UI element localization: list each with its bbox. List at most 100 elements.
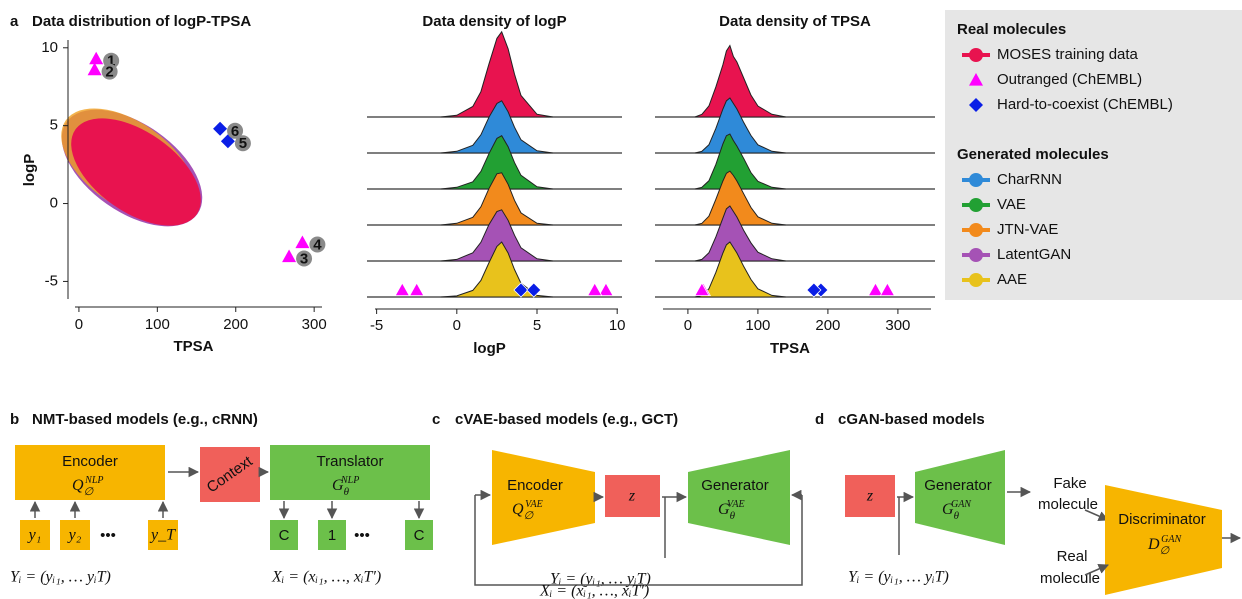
point-marker xyxy=(598,282,614,297)
legend-entry: AAE xyxy=(997,271,1027,288)
legend-entry: MOSES training data xyxy=(997,46,1139,63)
discriminator-trapezoid xyxy=(1105,485,1222,595)
symbol-sub: ∅ xyxy=(84,486,94,498)
point-label: 3 xyxy=(300,250,308,267)
density-ridge xyxy=(694,133,786,190)
box-label: Generator xyxy=(701,477,769,494)
point-marker xyxy=(513,282,529,298)
point-marker xyxy=(282,249,297,263)
symbol-sub: ∅ xyxy=(524,510,534,522)
point-marker xyxy=(409,282,425,297)
symbol-sup: NLP xyxy=(84,475,103,486)
legend-title: Generated molecules xyxy=(957,146,1109,163)
symbol-sub: ∅ xyxy=(1160,545,1170,557)
point-marker xyxy=(694,282,710,297)
y-tick-label: 5 xyxy=(50,117,58,134)
output-token xyxy=(405,520,433,550)
point-label-badge xyxy=(227,122,244,139)
symbol-base: Q xyxy=(512,501,524,518)
generator-trapezoid xyxy=(688,450,790,545)
token-label: y_T xyxy=(149,527,176,544)
x-tick-label: 0 xyxy=(453,317,461,334)
legend-dot xyxy=(969,223,983,237)
point-marker xyxy=(394,282,410,297)
symbol-sup: VAE xyxy=(727,499,745,510)
panel-label: b xyxy=(10,411,19,428)
math-symbol: D∅GAN xyxy=(1147,534,1182,557)
point-marker xyxy=(879,282,896,297)
input-token xyxy=(20,520,50,550)
point-marker xyxy=(969,98,983,112)
point-marker xyxy=(89,51,104,65)
panel-title: cVAE-based models (e.g., GCT) xyxy=(455,411,678,428)
token-label: 1 xyxy=(328,527,336,544)
chart-title: Data distribution of logP-TPSA xyxy=(32,13,251,30)
symbol-base: Q xyxy=(72,477,84,494)
node-label: molecule xyxy=(1038,496,1098,513)
density-ridge xyxy=(694,97,786,154)
y-tick-label: 10 xyxy=(41,39,58,56)
box-label: Encoder xyxy=(507,477,563,494)
legend-entry: JTN-VAE xyxy=(997,221,1058,238)
legend-entry: Outranged (ChEMBL) xyxy=(997,71,1142,88)
y-tick-label: 0 xyxy=(50,195,58,212)
box-label: Translator xyxy=(317,453,384,470)
point-marker xyxy=(295,235,310,249)
symbol-sup: VAE xyxy=(525,499,543,510)
symbol-sup: NLP xyxy=(340,475,359,486)
input-token xyxy=(148,520,178,550)
x-tick-label: 300 xyxy=(302,316,327,333)
chart-title: Data density of logP xyxy=(422,13,566,30)
point-label-badge xyxy=(296,250,313,267)
encoder-trapezoid xyxy=(492,450,595,545)
density-ridge xyxy=(440,30,554,118)
x-tick-label: 0 xyxy=(684,317,692,334)
point-label: 1 xyxy=(107,53,115,70)
symbol-base: G xyxy=(718,501,730,518)
math-symbol: GθGAN xyxy=(942,499,972,522)
arrow xyxy=(1084,563,1109,576)
density-ridge xyxy=(694,170,786,226)
legend-entry: LatentGAN xyxy=(997,246,1071,263)
x-tick-label: 100 xyxy=(145,316,170,333)
y-axis-label: logP xyxy=(21,154,38,187)
panel-title: cGAN-based models xyxy=(838,411,985,428)
point-marker xyxy=(587,282,603,297)
x-tick-label: 5 xyxy=(533,317,541,334)
encoder-box xyxy=(15,445,165,500)
panel-label: d xyxy=(815,411,824,428)
legend-entry: Hard-to-coexist (ChEMBL) xyxy=(997,96,1173,113)
panel-title: NMT-based models (e.g., cRNN) xyxy=(32,411,258,428)
point-label-badge xyxy=(309,236,326,253)
density-ridge xyxy=(440,209,554,262)
x-tick-label: 300 xyxy=(885,317,910,334)
token-label: y₂ xyxy=(67,527,82,544)
legend-entry: VAE xyxy=(997,196,1026,213)
feedback-loop xyxy=(474,495,803,586)
context-box xyxy=(200,447,260,502)
box-label: Encoder xyxy=(62,453,118,470)
panel-label: c xyxy=(432,411,440,428)
x-tick-label: 200 xyxy=(815,317,840,334)
node-label: Real xyxy=(1057,548,1088,565)
density-ridge xyxy=(440,100,554,154)
formula: Xᵢ = (xᵢ₁, …, xᵢT′) xyxy=(539,583,649,599)
legend-dot xyxy=(969,173,983,187)
point-label: 2 xyxy=(105,64,113,81)
node-label: Fake xyxy=(1053,475,1086,492)
panel-label: a xyxy=(10,13,19,30)
symbol-sup: GAN xyxy=(951,499,972,510)
density-ridge xyxy=(440,135,554,190)
x-axis-label: TPSA xyxy=(173,338,213,355)
legend-dot xyxy=(969,48,983,62)
ellipsis: ••• xyxy=(100,527,116,544)
box-label: z xyxy=(866,488,874,505)
token-label: y₁ xyxy=(27,527,42,544)
point-marker xyxy=(969,73,983,86)
point-marker xyxy=(87,62,102,76)
point-label: 5 xyxy=(239,135,247,152)
output-token xyxy=(318,520,346,550)
symbol-sub: θ xyxy=(730,510,736,522)
point-label: 6 xyxy=(231,123,239,140)
density-ridge xyxy=(694,44,786,118)
